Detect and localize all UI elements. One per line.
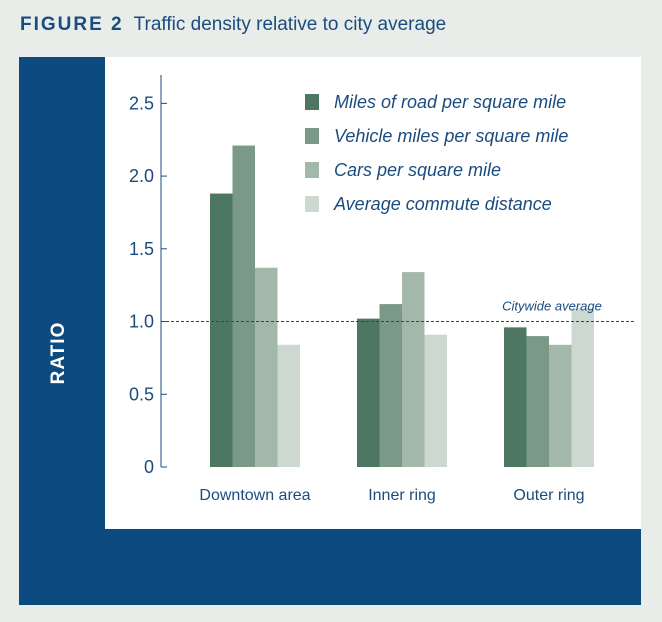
bar: [504, 327, 527, 467]
legend-label: Cars per square mile: [334, 160, 501, 180]
legend-swatch: [305, 128, 319, 144]
bar: [571, 308, 594, 467]
y-tick-label: 2.5: [129, 93, 154, 113]
bar: [402, 272, 425, 467]
figure-label: FIGURE 2: [20, 14, 124, 35]
y-tick-label: 0.5: [129, 384, 154, 404]
bar: [357, 318, 380, 467]
bar: [424, 334, 447, 467]
figure-title-text: Traffic density relative to city average: [133, 14, 447, 35]
y-tick-label: 1.0: [129, 312, 154, 332]
figure-title: FIGURE 2 Traffic density relative to city…: [20, 14, 446, 36]
bar: [526, 336, 549, 467]
y-tick-label: 1.5: [129, 239, 154, 259]
y-axis-label: RATIO: [48, 321, 69, 385]
bar-chart: 0 0.5 1.0 1.5 2.0 2.5 Downtown area Inner ring O…: [129, 75, 635, 504]
category-label: Downtown area: [199, 487, 310, 504]
bar: [255, 267, 278, 467]
plot-panel: 0 0.5 1.0 1.5 2.0 2.5 Downtown area Inner ring O…: [105, 57, 641, 529]
bar: [549, 344, 572, 467]
category-label: Inner ring: [368, 487, 436, 504]
category-label: Outer ring: [513, 487, 584, 504]
bar: [379, 304, 402, 467]
legend-label: Miles of road per square mile: [334, 92, 566, 112]
legend-swatch: [305, 196, 319, 212]
legend-label: Vehicle miles per square mile: [334, 126, 568, 146]
y-tick-label: 0: [144, 457, 154, 477]
bar: [210, 193, 233, 467]
legend-swatch: [305, 162, 319, 178]
y-tick-label: 2.0: [129, 166, 154, 186]
legend-label: Average commute distance: [333, 194, 552, 214]
bar: [232, 145, 255, 467]
reference-line-label: Citywide average: [502, 299, 602, 314]
bar: [277, 344, 300, 467]
legend-swatch: [305, 94, 319, 110]
